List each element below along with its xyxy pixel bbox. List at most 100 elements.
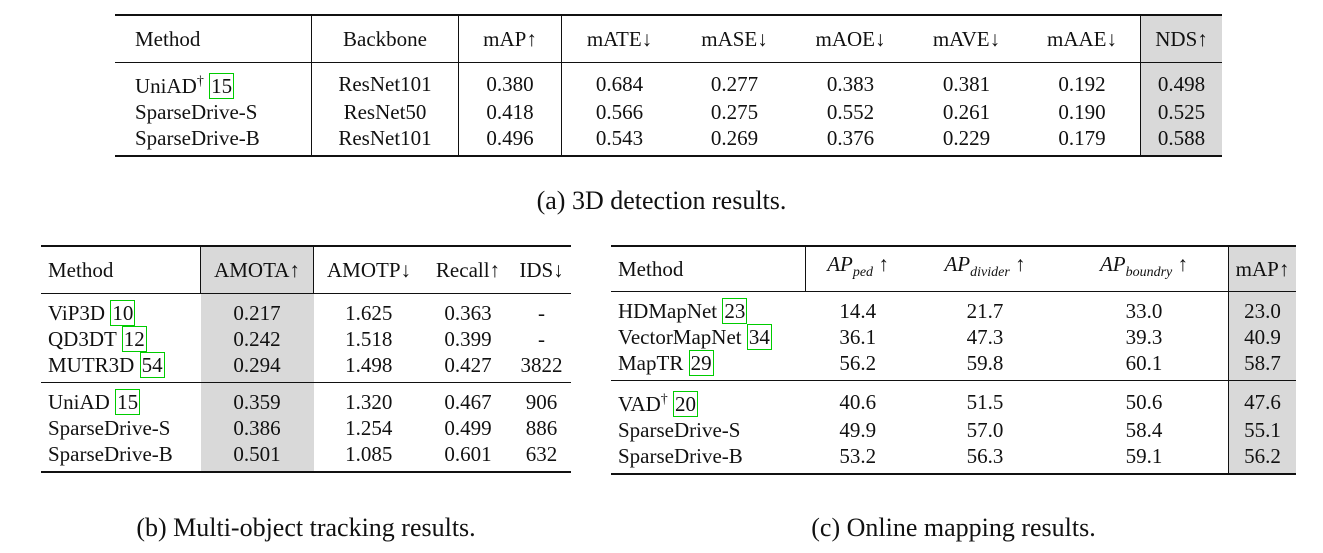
header-mate: mATE↓ — [561, 15, 677, 63]
row-method: MapTR 29 — [611, 350, 806, 381]
table-row: MUTR3D 54 0.294 1.498 0.427 3822 — [41, 352, 571, 383]
citation-link[interactable]: 29 — [688, 350, 714, 376]
method-name: SparseDrive-B — [618, 444, 743, 468]
citation-link[interactable]: 12 — [121, 326, 147, 352]
citation-link[interactable]: 10 — [110, 300, 136, 326]
citation-link[interactable]: 34 — [746, 324, 772, 350]
map-cell: 0.418 — [458, 99, 562, 125]
ap-ped-cell: 40.6 — [839, 390, 877, 414]
amota-cell: 0.294 — [200, 352, 314, 383]
table-row: SparseDrive-B 53.2 56.3 59.1 56.2 — [611, 443, 1296, 474]
backbone-cell: ResNet50 — [311, 99, 459, 125]
amota-cell: 0.501 — [200, 441, 314, 472]
table-row: SparseDrive-S ResNet50 0.418 0.566 0.275… — [115, 99, 1222, 125]
ap-subscript: divider — [970, 265, 1010, 281]
table-header-row: Method Backbone mAP↑ mATE↓ mASE↓ mAOE↓ m… — [115, 15, 1222, 63]
tracking-table: Method AMOTA↑ AMOTP↓ Recall↑ IDS↓ ViP3D … — [41, 245, 571, 473]
ap-boundry-cell: 50.6 — [1060, 380, 1229, 417]
ap-boundry-cell: 58.4 — [1060, 417, 1229, 443]
header-map: mAP↑ — [458, 15, 562, 63]
mate-cell: 0.566 — [595, 100, 644, 124]
method-name: VAD — [618, 392, 661, 416]
amotp-cell: 1.625 — [345, 301, 393, 325]
method-name: SparseDrive-S — [115, 99, 312, 125]
method-name: HDMapNet — [618, 299, 718, 323]
citation-link[interactable]: 20 — [673, 391, 699, 417]
amotp-cell: 1.498 — [313, 352, 424, 383]
ap-ped-cell: 36.1 — [839, 325, 877, 349]
header-recall: Recall↑ — [424, 246, 512, 294]
up-arrow-icon: ↑ — [878, 252, 889, 277]
table-row: SparseDrive-S 49.9 57.0 58.4 55.1 — [611, 417, 1296, 443]
table-row: SparseDrive-B ResNet101 0.496 0.543 0.26… — [115, 125, 1222, 156]
maoe-cell: 0.376 — [826, 126, 875, 150]
amota-cell: 0.386 — [200, 415, 314, 441]
ids-cell: 906 — [525, 390, 558, 414]
table-row: HDMapNet 23 14.4 21.7 33.0 23.0 — [611, 291, 1296, 324]
recall-cell: 0.467 — [444, 390, 492, 414]
table-row: UniAD 15 0.359 1.320 0.467 906 — [41, 382, 571, 415]
table-row: SparseDrive-S 0.386 1.254 0.499 886 — [41, 415, 571, 441]
table-header-row: Method AMOTA↑ AMOTP↓ Recall↑ IDS↓ — [41, 246, 571, 294]
ids-cell: 886 — [525, 416, 558, 440]
ap-divider-cell: 51.5 — [966, 390, 1004, 414]
backbone-cell: ResNet101 — [311, 62, 459, 99]
recall-cell: 0.427 — [424, 352, 512, 383]
row-method: MUTR3D 54 — [41, 352, 201, 383]
mate-cell: 0.684 — [595, 72, 644, 96]
row-method: UniAD† 15 — [115, 62, 312, 99]
citation-link[interactable]: 15 — [115, 389, 141, 415]
maae-cell: 0.190 — [1024, 99, 1141, 125]
citation-link[interactable]: 23 — [722, 298, 748, 324]
mase-cell: 0.275 — [710, 100, 759, 124]
method-name: QD3DT — [48, 327, 117, 351]
amota-cell: 0.242 — [200, 326, 314, 352]
recall-cell: 0.601 — [444, 442, 492, 466]
method-name: ViP3D — [48, 301, 106, 325]
dagger-mark: † — [660, 392, 668, 407]
nds-cell: 0.588 — [1140, 125, 1222, 156]
ids-cell: - — [538, 301, 545, 325]
map-cell: 58.7 — [1228, 350, 1296, 381]
ids-cell: - — [538, 327, 545, 351]
caption-b: (b) Multi-object tracking results. — [136, 513, 476, 542]
ap-divider-cell: 59.8 — [910, 350, 1060, 381]
map-cell: 47.6 — [1228, 380, 1296, 417]
recall-cell: 0.499 — [444, 416, 492, 440]
citation-link[interactable]: 54 — [139, 352, 165, 378]
row-method: ViP3D 10 — [41, 294, 201, 326]
ap-symbol: AP — [1099, 252, 1126, 277]
amota-cell: 0.359 — [200, 382, 314, 415]
recall-cell: 0.363 — [444, 301, 492, 325]
row-method: UniAD 15 — [41, 383, 201, 415]
method-name: MapTR — [618, 351, 684, 375]
header-mase: mASE↓ — [677, 15, 792, 63]
mapping-table: Method APped ↑ APdivider ↑ APboundry ↑ m… — [611, 245, 1296, 475]
header-ids: IDS↓ — [512, 246, 571, 294]
ap-divider-cell: 21.7 — [966, 299, 1004, 323]
map-cell: 55.1 — [1228, 417, 1296, 443]
row-method: QD3DT 12 — [41, 326, 201, 352]
header-map: mAP↑ — [1228, 246, 1296, 292]
method-name: SparseDrive-S — [48, 416, 171, 440]
method-name: MUTR3D — [48, 353, 135, 377]
ap-ped-cell: 53.2 — [839, 444, 877, 468]
amotp-cell: 1.320 — [345, 390, 393, 414]
maoe-cell: 0.383 — [826, 72, 875, 96]
header-ap-boundry: APboundry ↑ — [1060, 246, 1229, 292]
header-nds: NDS↑ — [1140, 15, 1222, 63]
header-method: Method — [115, 15, 312, 63]
dagger-mark: † — [196, 74, 204, 89]
citation-link[interactable]: 15 — [209, 73, 235, 99]
header-amota: AMOTA↑ — [200, 246, 314, 294]
maae-cell: 0.179 — [1024, 125, 1141, 156]
backbone-cell: ResNet101 — [311, 125, 459, 156]
caption-c: (c) Online mapping results. — [811, 513, 1096, 542]
table-row: VectorMapNet 34 36.1 47.3 39.3 40.9 — [611, 324, 1296, 350]
table-row: ViP3D 10 0.217 1.625 0.363 - — [41, 293, 571, 326]
header-maae: mAAE↓ — [1024, 15, 1141, 63]
mase-cell: 0.269 — [710, 126, 759, 150]
header-amotp: AMOTP↓ — [313, 246, 424, 294]
map-cell: 40.9 — [1228, 324, 1296, 350]
ap-subscript: boundry — [1125, 265, 1173, 281]
